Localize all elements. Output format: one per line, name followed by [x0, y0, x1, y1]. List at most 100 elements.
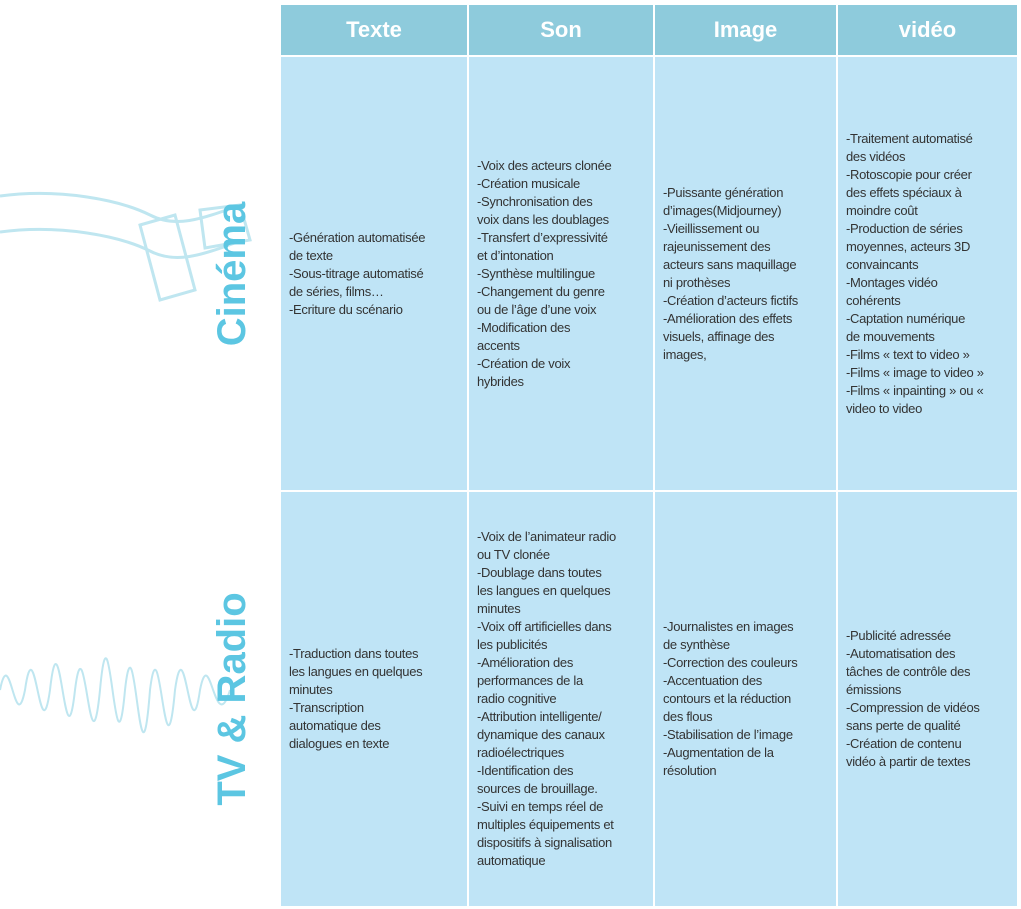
film-strip: [0, 191, 252, 302]
cell-line: -Accentuation des: [663, 673, 762, 688]
column-header: Texte: [281, 5, 467, 55]
row-label: Cinéma: [210, 201, 254, 346]
cell-line: accents: [477, 337, 520, 353]
cell-line: -Voix des acteurs clonée: [477, 157, 612, 173]
decoration: [0, 191, 252, 734]
cell-line: video to video: [846, 400, 923, 416]
cell-line: les publicités: [477, 637, 548, 652]
cell-line: -Journalistes en images: [663, 619, 794, 634]
cell-line: vidéo à partir de textes: [846, 754, 971, 769]
cell-line: sources de brouillage.: [477, 781, 598, 796]
cell-line: d’images(Midjourney): [663, 202, 782, 218]
cell-line: -Compression de vidéos: [846, 700, 980, 715]
cell-line: voix dans les doublages: [477, 211, 609, 227]
table-cell: -Génération automatisée de texte -Sous-tit…: [281, 57, 467, 490]
cell-line: images,: [663, 346, 707, 362]
cell-line: -Films « inpainting » ou «: [846, 382, 984, 398]
cell-line: résolution: [663, 763, 717, 778]
cell-line: ou de l’âge d’une voix: [477, 301, 597, 317]
table-cell: -Voix des acteurs clonée -Création musica…: [469, 57, 653, 490]
cell-line: des effets spéciaux à: [846, 184, 962, 200]
cell-line: -Modification des: [477, 319, 571, 335]
cell-line: cohérents: [846, 292, 901, 308]
cell-line: des flous: [663, 709, 713, 724]
cell-line: -Films « image to video »: [846, 364, 984, 380]
cell-line: -Attribution intelligente/: [477, 709, 602, 724]
cell-line: tâches de contrôle des: [846, 664, 971, 679]
column-header: vidéo: [838, 5, 1017, 55]
cell-line: -Voix off artificielles dans: [477, 619, 612, 634]
cell-line: -Transfert d’expressivité: [477, 229, 608, 245]
cell-line: -Production de séries: [846, 220, 963, 236]
cell-line: -Films « text to video »: [846, 346, 970, 362]
cell-line: des vidéos: [846, 148, 906, 164]
cell-line: -Augmentation de la: [663, 745, 774, 760]
cell-line: minutes: [289, 682, 333, 697]
cell-line: -Changement du genre: [477, 283, 605, 299]
cell-line: -Amélioration des: [477, 655, 574, 670]
table-cell: -Traduction dans toutes les langues en qu…: [281, 492, 467, 906]
cell-line: -Création musicale: [477, 175, 580, 191]
cell-line: -Voix de l’animateur radio: [477, 529, 616, 544]
cell-line: automatique des: [289, 718, 381, 733]
cell-line: -Génération automatisée: [289, 229, 426, 245]
cell-line: -Synchronisation des: [477, 193, 593, 209]
table-cell: -Puissante génération d’images(Midjourney…: [655, 57, 836, 490]
cell-line: -Ecriture du scénario: [289, 301, 403, 317]
cell-line: -Synthèse multilingue: [477, 265, 595, 281]
cell-line: dispositifs à signalisation: [477, 835, 612, 850]
cell-line: -Création de contenu: [846, 736, 962, 751]
cell-line: -Sous-titrage automatisé: [289, 265, 424, 281]
table-cell: -Journalistes en images de synthèse -Corre…: [655, 492, 836, 906]
cell-line: de synthèse: [663, 637, 730, 652]
cell-line: radio cognitive: [477, 691, 557, 706]
cell-line: -Captation numérique: [846, 310, 966, 326]
cell-line: et d’intonation: [477, 247, 554, 263]
cell-line: -Traduction dans toutes: [289, 646, 419, 661]
waveform: [0, 657, 231, 734]
cell-line: dialogues en texte: [289, 736, 390, 751]
cell-line: multiples équipements et: [477, 817, 614, 832]
cell-line: -Vieillissement ou: [663, 220, 760, 236]
cell-line: visuels, affinage des: [663, 328, 775, 344]
cell-line: les langues en quelques: [477, 583, 611, 598]
cell-line: -Rotoscopie pour créer: [846, 166, 972, 182]
cell-line: -Transcription: [289, 700, 364, 715]
cell-line: dynamique des canaux: [477, 727, 605, 742]
cell-line: hybrides: [477, 373, 524, 389]
cell-line: ni prothèses: [663, 274, 731, 290]
cell-line: contours et la réduction: [663, 691, 791, 706]
cell-line: ou TV clonée: [477, 547, 550, 562]
cell-line: les langues en quelques: [289, 664, 423, 679]
cell-line: -Puissante génération: [663, 184, 784, 200]
cell-line: -Création de voix: [477, 355, 571, 371]
cell-line: -Correction des couleurs: [663, 655, 798, 670]
cell-line: moyennes, acteurs 3D: [846, 238, 971, 254]
row-label: TV & Radio: [210, 592, 254, 806]
cell-line: -Stabilisation de l’image: [663, 727, 793, 742]
cell-line: sans perte de qualité: [846, 718, 961, 733]
column-header: Son: [469, 5, 653, 55]
cell-line: -Amélioration des effets: [663, 310, 793, 326]
cell-line: -Automatisation des: [846, 646, 956, 661]
cell-line: -Publicité adressée: [846, 628, 951, 643]
cell-line: -Doublage dans toutes: [477, 565, 602, 580]
cell-line: moindre coût: [846, 202, 918, 218]
table-cell: -Voix de l’animateur radio ou TV clonée -D…: [469, 492, 653, 906]
cell-line: -Identification des: [477, 763, 574, 778]
cell-line: minutes: [477, 601, 521, 616]
table-cell: -Publicité adressée -Automatisation des tâ…: [838, 492, 1017, 906]
cell-line: -Suivi en temps réel de: [477, 799, 604, 814]
cell-line: de séries, films…: [289, 283, 384, 299]
cell-line: performances de la: [477, 673, 583, 688]
cell-line: rajeunissement des: [663, 238, 771, 254]
cell-line: automatique: [477, 853, 546, 868]
cell-line: de texte: [289, 247, 333, 263]
column-header: Image: [655, 5, 836, 55]
cell-line: acteurs sans maquillage: [663, 256, 797, 272]
cell-line: de mouvements: [846, 328, 935, 344]
cell-line: convaincants: [846, 256, 919, 272]
cell-line: émissions: [846, 682, 902, 697]
cell-line: -Traitement automatisé: [846, 130, 973, 146]
